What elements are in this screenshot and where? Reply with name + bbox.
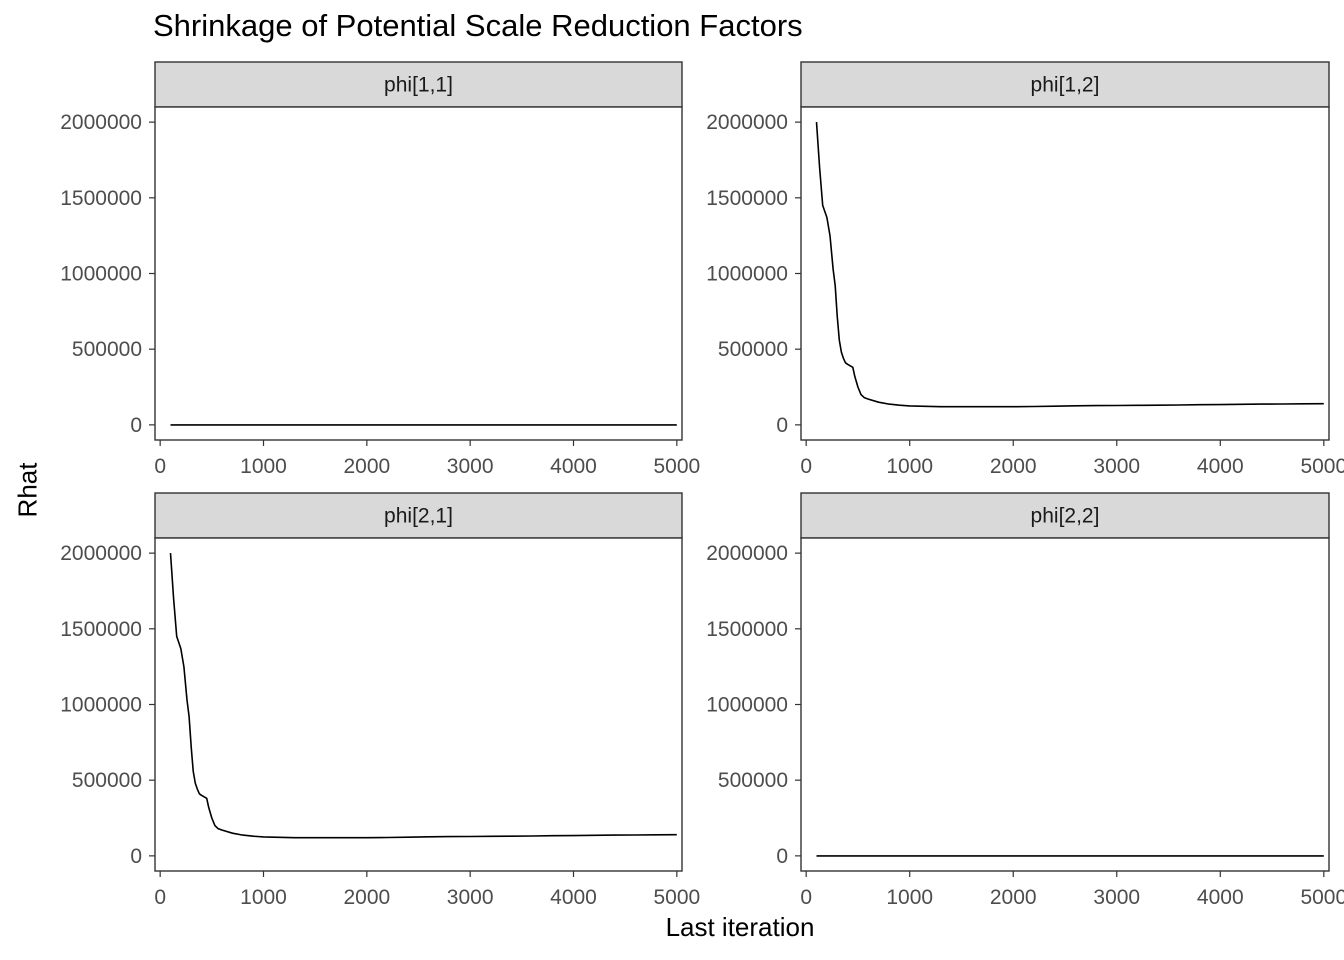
panel-border <box>800 106 1330 441</box>
x-tick-label: 3000 <box>447 455 494 478</box>
x-tick-label: 5000 <box>653 886 700 909</box>
facet-panel: phi[2,2] 0 500000 1000000 1500000 2000000 0 100… <box>706 492 1344 909</box>
y-tick-label: 1500000 <box>706 187 788 210</box>
y-tick-label: 500000 <box>72 769 142 792</box>
y-tick-label: 2000000 <box>60 542 142 565</box>
facet-strip-label: phi[2,2] <box>1031 505 1100 528</box>
y-tick-label: 1000000 <box>706 263 788 286</box>
y-tick-label: 1500000 <box>706 618 788 641</box>
y-tick-label: 1000000 <box>706 694 788 717</box>
x-tick-label: 0 <box>800 886 812 909</box>
y-tick-label: 500000 <box>718 769 788 792</box>
facet-strip <box>154 492 683 539</box>
x-tick-label: 2000 <box>990 886 1037 909</box>
panel-border <box>154 106 683 441</box>
y-tick-label: 0 <box>776 845 788 868</box>
y-tick-label: 2000000 <box>706 542 788 565</box>
facet-strip <box>154 61 683 108</box>
facet-strip-label: phi[1,1] <box>384 74 453 97</box>
facet-panel: phi[2,1] 0 500000 1000000 1500000 2000000 0 100… <box>60 492 700 909</box>
y-tick-label: 2000000 <box>60 111 142 134</box>
chart-title: Shrinkage of Potential Scale Reduction F… <box>153 8 803 43</box>
x-tick-label: 5000 <box>1300 455 1344 478</box>
y-tick-label: 500000 <box>718 338 788 361</box>
series-line <box>815 122 1324 408</box>
facet-panel: phi[1,2] 0 500000 1000000 1500000 2000000 0 100… <box>706 61 1344 478</box>
y-tick-label: 1500000 <box>60 187 142 210</box>
y-tick-label: 2000000 <box>706 111 788 134</box>
x-tick-label: 4000 <box>550 455 597 478</box>
x-tick-label: 3000 <box>1093 455 1140 478</box>
x-tick-label: 0 <box>154 886 166 909</box>
panel-border <box>800 537 1330 872</box>
y-tick-label: 1000000 <box>60 263 142 286</box>
y-tick-label: 0 <box>130 414 142 437</box>
y-tick-label: 1500000 <box>60 618 142 641</box>
x-tick-label: 4000 <box>1197 455 1244 478</box>
x-tick-label: 1000 <box>886 886 933 909</box>
x-tick-label: 2000 <box>343 886 390 909</box>
panel-border <box>154 537 683 872</box>
y-tick-label: 0 <box>776 414 788 437</box>
x-tick-label: 3000 <box>1093 886 1140 909</box>
x-tick-label: 3000 <box>447 886 494 909</box>
x-tick-label: 1000 <box>886 455 933 478</box>
series-line <box>169 553 677 839</box>
facet-strip <box>800 61 1330 108</box>
x-axis-label: Last iteration <box>665 912 815 942</box>
x-tick-label: 2000 <box>990 455 1037 478</box>
y-tick-label: 500000 <box>72 338 142 361</box>
facet-strip-label: phi[2,1] <box>384 505 453 528</box>
x-tick-label: 0 <box>800 455 812 478</box>
y-tick-label: 0 <box>130 845 142 868</box>
x-tick-label: 2000 <box>343 455 390 478</box>
y-tick-label: 1000000 <box>60 694 142 717</box>
x-tick-label: 5000 <box>1300 886 1344 909</box>
x-tick-label: 1000 <box>240 886 287 909</box>
x-tick-label: 0 <box>154 455 166 478</box>
x-tick-label: 4000 <box>550 886 597 909</box>
x-tick-label: 5000 <box>653 455 700 478</box>
facet-panel: phi[1,1] 0 500000 1000000 1500000 2000000 0 100… <box>60 61 700 478</box>
y-axis-label: Rhat <box>12 462 43 518</box>
facet-strip-label: phi[1,2] <box>1031 74 1100 97</box>
x-tick-label: 1000 <box>240 455 287 478</box>
x-tick-label: 4000 <box>1197 886 1244 909</box>
